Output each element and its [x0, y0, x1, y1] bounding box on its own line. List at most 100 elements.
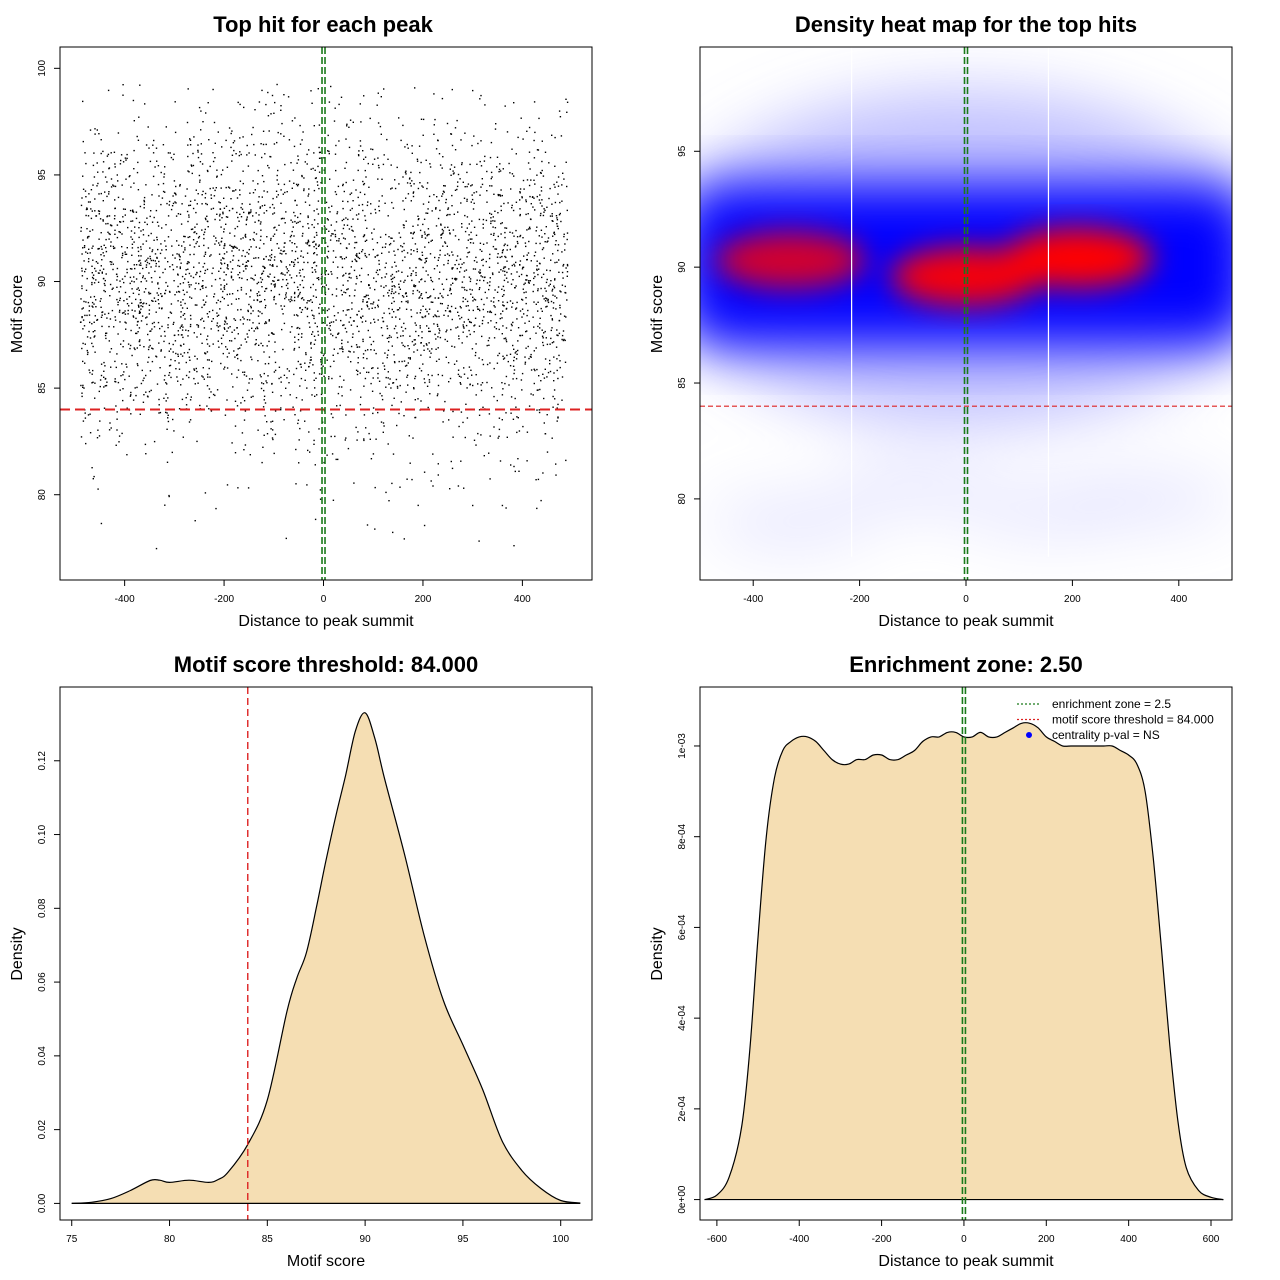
scatter-point [474, 324, 476, 326]
scatter-point [340, 96, 343, 98]
scatter-point [362, 301, 364, 303]
scatter-point [367, 329, 369, 332]
scatter-point [255, 212, 257, 214]
scatter-point [353, 295, 356, 297]
scatter-point [246, 279, 248, 281]
scatter-point [274, 433, 277, 436]
scatter-point [372, 148, 374, 151]
scatter-point [230, 132, 232, 135]
scatter-point [499, 317, 501, 320]
scatter-point [322, 237, 325, 239]
scatter-point [299, 213, 302, 215]
scatter-point [91, 301, 94, 304]
scatter-point [176, 266, 178, 268]
x-tick-label: 0 [321, 594, 327, 605]
scatter-point [126, 366, 128, 368]
scatter-point [447, 304, 449, 307]
scatter-point [308, 193, 310, 195]
scatter-point [306, 243, 309, 245]
scatter-point [226, 484, 229, 486]
scatter-point [469, 238, 471, 240]
scatter-point [302, 225, 304, 228]
scatter-point [422, 266, 424, 269]
scatter-point [539, 202, 542, 204]
scatter-point [184, 318, 186, 320]
scatter-point [485, 260, 487, 263]
scatter-point [210, 194, 212, 196]
scatter-point [357, 169, 359, 172]
scatter-point [97, 281, 100, 283]
scatter-point [489, 277, 491, 279]
scatter-point [149, 258, 152, 260]
scatter-point [298, 293, 301, 295]
scatter-point [131, 268, 133, 270]
scatter-point [381, 395, 383, 397]
scatter-point [496, 156, 499, 158]
scatter-point [497, 253, 499, 255]
scatter-point [168, 200, 171, 203]
scatter-point [357, 362, 359, 364]
scatter-point [222, 169, 224, 171]
scatter-point [102, 252, 104, 254]
scatter-point [538, 411, 541, 414]
scatter-point [393, 300, 395, 303]
scatter-point [308, 227, 310, 229]
scatter-point [399, 236, 402, 239]
scatter-point [367, 349, 369, 351]
scatter-point [225, 346, 227, 348]
scatter-point [235, 153, 237, 155]
scatter-point [142, 267, 144, 270]
scatter-point [482, 264, 484, 267]
scatter-point [273, 297, 275, 299]
scatter-point [450, 164, 453, 166]
scatter-point [492, 226, 494, 228]
scatter-point [137, 364, 139, 367]
scatter-point [362, 150, 364, 152]
scatter-point [506, 301, 509, 304]
scatter-point [347, 447, 350, 450]
scatter-point [442, 156, 444, 158]
scatter-point [84, 343, 86, 345]
scatter-point [426, 187, 428, 190]
scatter-point [325, 228, 328, 230]
scatter-point [273, 371, 276, 373]
scatter-point [384, 276, 386, 278]
scatter-point [282, 193, 284, 195]
scatter-point [481, 335, 483, 338]
scatter-point [536, 409, 538, 411]
scatter-point [103, 289, 105, 292]
scatter-point [142, 243, 144, 245]
scatter-point [209, 376, 211, 378]
scatter-point [365, 294, 368, 296]
scatter-point [143, 207, 145, 209]
scatter-point [179, 184, 181, 186]
scatter-point [460, 316, 463, 319]
scatter-point [438, 328, 440, 330]
scatter-reference-lines [60, 47, 592, 580]
scatter-point [372, 303, 374, 305]
scatter-point [249, 192, 251, 194]
scatter-point [125, 178, 127, 180]
scatter-point [496, 399, 498, 402]
scatter-point [473, 202, 475, 204]
scatter-point [237, 289, 239, 292]
scatter-point [268, 167, 270, 169]
scatter-point [244, 235, 246, 237]
scatter-point [114, 215, 116, 217]
scatter-point [513, 372, 515, 375]
scatter-point [195, 189, 197, 191]
scatter-point [263, 399, 265, 401]
scatter-point [229, 340, 231, 342]
scatter-point [425, 212, 427, 214]
scatter-point [498, 171, 500, 173]
scatter-point [265, 321, 267, 323]
scatter-point [186, 210, 189, 213]
scatter-point [242, 249, 244, 252]
scatter-point [129, 395, 132, 397]
y-tick-label: 90 [37, 276, 48, 288]
scatter-point [147, 333, 149, 336]
scatter-point [525, 297, 527, 299]
scatter-point [263, 190, 265, 192]
scatter-point [373, 158, 376, 160]
scatter-point [188, 216, 190, 218]
